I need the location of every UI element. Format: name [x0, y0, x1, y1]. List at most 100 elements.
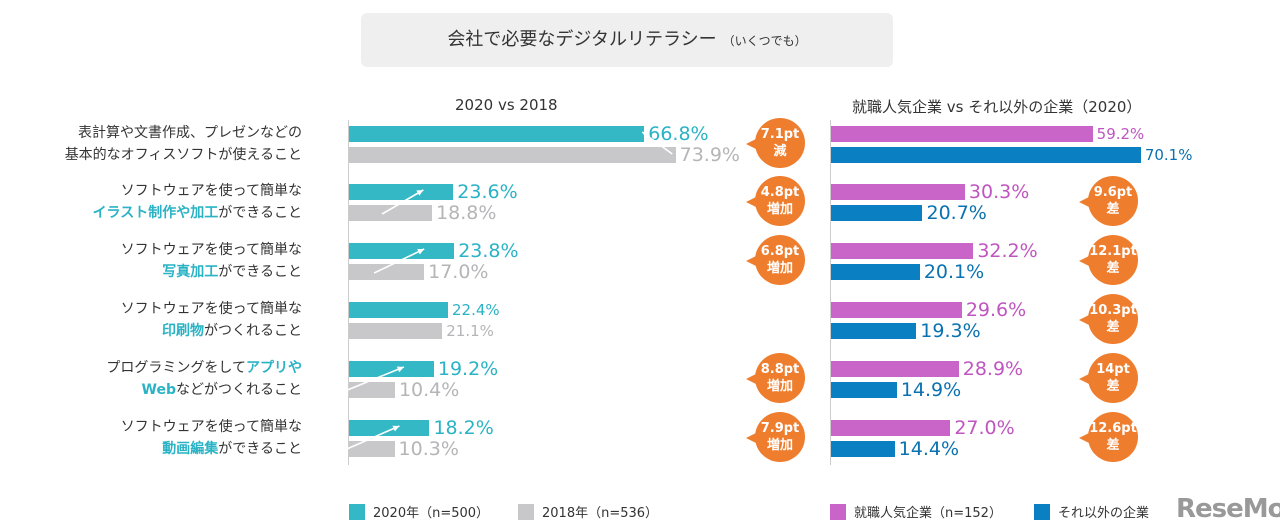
bar-left-s0 [349, 243, 455, 259]
chart-title-box: 会社で必要なデジタルリテラシー （いくつでも） [361, 13, 893, 67]
data-label: 19.2% [437, 358, 499, 380]
row-label-line: 基本的なオフィスソフトが使えること [65, 144, 302, 166]
label-text: ソフトウェアを使って簡単な [120, 242, 302, 258]
bar-left-s0 [349, 126, 645, 142]
annotation-word: 増加 [766, 438, 793, 453]
data-label: 20.7% [926, 202, 987, 224]
row-label-line: 動画編集ができること [121, 438, 302, 460]
legend-swatch-popular [830, 503, 846, 520]
annotation-bubble: 9.6pt 差 [1079, 176, 1138, 226]
bar-right-s1 [831, 147, 1141, 163]
label-text: がつくれること [204, 323, 302, 339]
annotation-bubble: 6.8pt 増加 [746, 235, 805, 285]
annotation-bubble: 10.3pt 差 [1079, 294, 1138, 344]
label-text: プログラミングをして [106, 360, 246, 376]
legend-popular: 就職人気企業（n=152） [830, 502, 1002, 521]
bar-right-s0 [831, 302, 962, 318]
right-axis [830, 120, 831, 465]
row-label: ソフトウェアを使って簡単なイラスト制作や加工ができること [93, 180, 302, 224]
annotation-word: 差 [1106, 438, 1120, 453]
legend-label-2020: 2020年（n=500） [373, 506, 490, 521]
label-text: などがつくれること [176, 382, 302, 398]
annotation-word: 増加 [766, 261, 793, 276]
data-label: 20.1% [923, 261, 985, 283]
data-label: 22.4% [452, 301, 500, 319]
label-text: ソフトウェアを使って簡単な [120, 419, 302, 435]
highlight-text: Web [141, 382, 176, 398]
label-text: ができること [218, 205, 302, 221]
bar-left-s0 [349, 184, 454, 200]
annotation-value: 4.8pt [760, 185, 800, 200]
annotation-word: 差 [1106, 202, 1120, 217]
label-text: ができること [218, 441, 302, 457]
bar-right-s1 [831, 205, 923, 221]
bar-right-s1 [831, 264, 920, 280]
row-label-line: 印刷物がつくれること [121, 320, 302, 342]
data-label: 19.3% [920, 320, 981, 342]
data-label: 17.0% [428, 261, 489, 283]
annotation-value: 6.8pt [760, 244, 800, 259]
row-label-line: ソフトウェアを使って簡単な [93, 180, 302, 202]
annotation-bubble: 7.9pt 増加 [746, 412, 805, 462]
bar-left-s1 [349, 264, 425, 280]
annotation-value: 10.3pt [1089, 303, 1137, 318]
bar-right-s1 [831, 382, 897, 398]
label-text: ソフトウェアを使って簡単な [120, 183, 302, 199]
row-label-line: Webなどがつくれること [106, 379, 302, 401]
row-label-line: プログラミングをしてアプリや [106, 357, 302, 379]
data-label: 10.4% [398, 379, 460, 401]
row-label: ソフトウェアを使って簡単な動画編集ができること [121, 416, 302, 460]
annotation-word: 差 [1106, 379, 1120, 394]
legend-label-other: それ以外の企業 [1058, 506, 1150, 521]
bar-left-s1 [349, 382, 395, 398]
data-label: 30.3% [968, 181, 1030, 203]
annotation-bubble: 12.1pt 差 [1079, 235, 1138, 285]
row-label: ソフトウェアを使って簡単な写真加工ができること [121, 239, 302, 283]
data-label: 10.3% [398, 438, 459, 460]
bar-right-s1 [831, 441, 895, 457]
annotation-bubble: 12.6pt 差 [1079, 412, 1138, 462]
legend-label-popular: 就職人気企業（n=152） [854, 506, 1002, 521]
data-label: 27.0% [954, 417, 1015, 439]
bar-right-s0 [831, 361, 959, 377]
row-label: プログラミングをしてアプリや Webなどがつくれること [106, 357, 302, 401]
label-text: 表計算や文書作成、プレゼンなどの [78, 125, 302, 141]
annotation-word: 差 [1106, 261, 1120, 276]
row-label-line: 表計算や文書作成、プレゼンなどの [65, 122, 302, 144]
annotation-value: 7.1pt [760, 127, 800, 142]
annotation-bubble: 4.8pt 増加 [746, 176, 805, 226]
bar-left-s1 [349, 205, 433, 221]
data-label: 18.8% [436, 202, 497, 224]
legend-swatch-other [1034, 503, 1050, 520]
annotation-value: 12.6pt [1089, 421, 1137, 436]
row-label-line: ソフトウェアを使って簡単な [121, 239, 302, 261]
legend-swatch-2020 [349, 503, 365, 520]
label-text: ができること [218, 264, 302, 280]
row-label-line: ソフトウェアを使って簡単な [121, 416, 302, 438]
data-label: 14.9% [900, 379, 962, 401]
row-label-line: イラスト制作や加工ができること [93, 202, 302, 224]
bar-left-s1 [349, 147, 676, 163]
annotation-bubble: 7.1pt 減 [746, 118, 805, 168]
legend-2020: 2020年（n=500） [349, 502, 489, 521]
left-axis [348, 120, 349, 465]
annotation-value: 9.6pt [1093, 185, 1133, 200]
legend-other: それ以外の企業 [1034, 502, 1149, 521]
row-label-line: 写真加工ができること [121, 261, 302, 283]
chart-title-note: （いくつでも） [722, 34, 807, 48]
highlight-text: 動画編集 [162, 441, 219, 457]
annotation-word: 増加 [766, 202, 793, 217]
annotation-value: 14pt [1096, 362, 1130, 377]
highlight-text: イラスト制作や加工 [92, 205, 219, 221]
bar-right-s1 [831, 323, 917, 339]
legend-2018: 2018年（n=536） [518, 502, 658, 521]
row-label: 表計算や文書作成、プレゼンなどの基本的なオフィスソフトが使えること [65, 122, 302, 166]
data-label: 32.2% [977, 240, 1038, 262]
bar-right-s0 [831, 184, 965, 200]
data-label: 21.1% [446, 322, 494, 340]
data-label: 23.8% [458, 240, 519, 262]
legend-label-2018: 2018年（n=536） [542, 506, 659, 521]
chart-title: 会社で必要なデジタルリテラシー [447, 29, 717, 50]
bar-left-s1 [349, 323, 443, 339]
bar-left-s0 [349, 420, 430, 436]
